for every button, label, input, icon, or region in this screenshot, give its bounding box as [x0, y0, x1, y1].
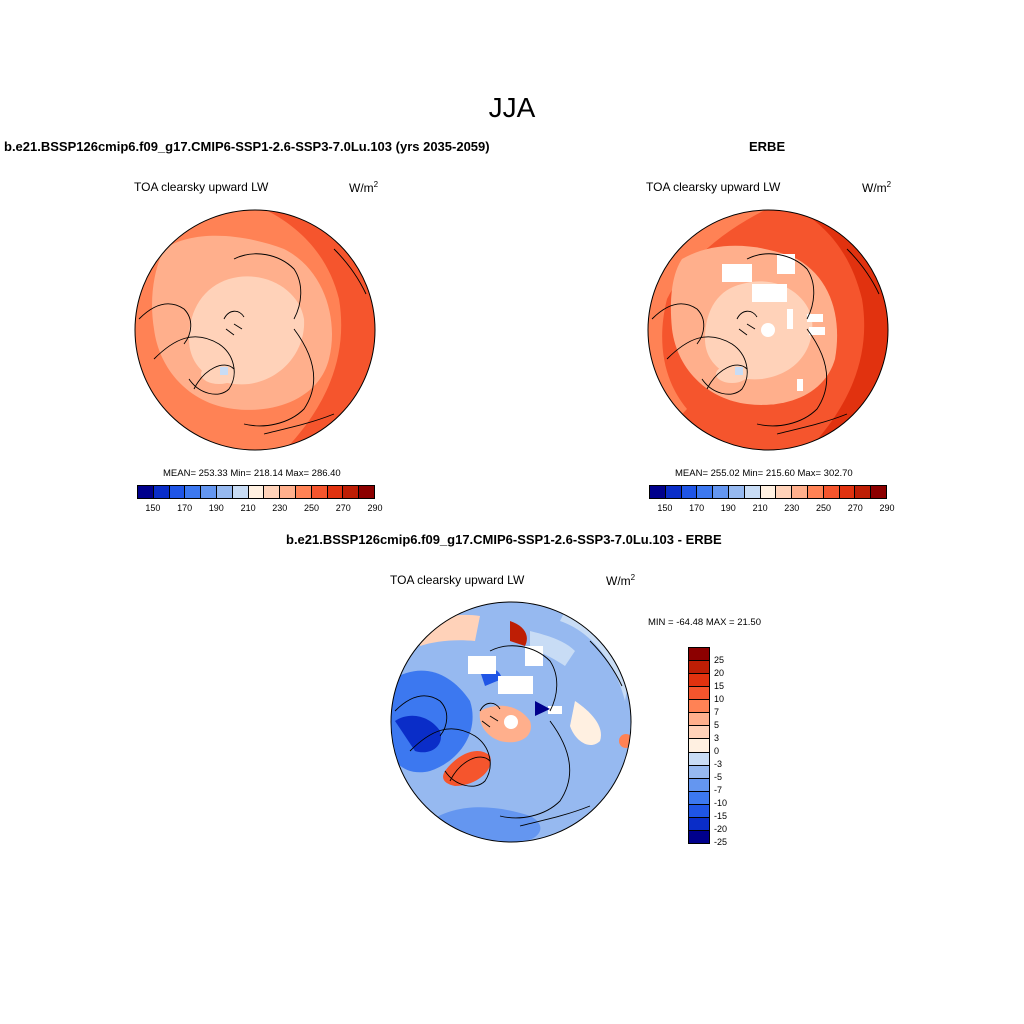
diff-variable-label: TOA clearsky upward LW — [390, 573, 525, 587]
obs-colorbar-swatch — [697, 486, 714, 498]
diff-colorbar-swatch — [689, 830, 709, 843]
obs-colorbar-swatch — [792, 486, 808, 498]
model-stats-text: MEAN= 253.33 Min= 218.14 Max= 286.40 — [163, 468, 341, 479]
obs-colorbar-swatch — [713, 486, 729, 498]
diff-colorbar-tick: 10 — [714, 694, 725, 704]
model-colorbar-swatch — [311, 486, 328, 498]
diff-colorbar-swatch — [689, 804, 709, 818]
model-colorbar — [137, 485, 375, 499]
diff-colorbar-tick: 0 — [714, 746, 720, 756]
obs-colorbar-swatch — [744, 486, 761, 498]
model-colorbar-swatch — [138, 486, 154, 498]
obs-colorbar-swatch — [807, 486, 824, 498]
model-colorbar-swatch — [153, 486, 170, 498]
model-colorbar-swatch — [232, 486, 249, 498]
diff-colorbar-swatch — [689, 739, 709, 753]
obs-colorbar-swatch — [728, 486, 745, 498]
diff-colorbar-swatch — [689, 687, 709, 701]
model-colorbar-tick: 250 — [303, 503, 320, 513]
diff-stats-text: MIN = -64.48 MAX = 21.50 — [648, 617, 762, 628]
diff-colorbar-swatch — [689, 700, 709, 714]
obs-colorbar-tick: 190 — [720, 503, 736, 513]
diff-colorbar-swatch — [689, 661, 709, 675]
obs-colorbar-swatch — [823, 486, 840, 498]
model-colorbar-tick: 190 — [208, 503, 224, 513]
obs-colorbar-swatch — [681, 486, 698, 498]
model-colorbar-swatch — [343, 486, 360, 498]
diff-colorbar-labels: 25 20 15 10 7 5 3 0 -3 -5 -7 -10 -15 -20… — [714, 647, 744, 847]
model-colorbar-swatch — [264, 486, 281, 498]
diff-colorbar-swatch — [689, 726, 709, 740]
obs-colorbar-swatch — [650, 486, 666, 498]
diff-colorbar-tick: 20 — [714, 668, 725, 678]
obs-panel-title: ERBE — [749, 139, 786, 154]
obs-colorbar-swatch — [871, 486, 886, 498]
diff-units-label: W/m2 — [606, 573, 636, 588]
season-title: JJA — [488, 92, 536, 123]
model-colorbar-swatch — [359, 486, 374, 498]
diff-colorbar-tick: 3 — [714, 733, 720, 743]
diff-colorbar-swatch — [689, 674, 709, 688]
obs-variable-label: TOA clearsky upward LW — [646, 180, 781, 194]
obs-colorbar-swatch — [855, 486, 872, 498]
diff-colorbar-tick: 15 — [714, 681, 725, 691]
diff-colorbar-swatch — [689, 765, 709, 779]
model-colorbar-swatch — [201, 486, 217, 498]
diff-colorbar-tick: 5 — [714, 720, 720, 730]
model-colorbar-tick: 270 — [335, 503, 351, 513]
diff-colorbar-swatch — [689, 752, 709, 766]
diff-colorbar-tick: -3 — [714, 759, 723, 769]
model-polar-map — [134, 209, 376, 451]
obs-colorbar-swatch — [839, 486, 856, 498]
model-units-label: W/m2 — [349, 180, 379, 195]
diff-colorbar-swatch — [689, 648, 709, 662]
model-colorbar-swatch — [169, 486, 186, 498]
model-colorbar-swatch — [185, 486, 202, 498]
model-panel-title: b.e21.BSSP126cmip6.f09_g17.CMIP6-SSP1-2.… — [4, 139, 490, 154]
model-colorbar-tick: 170 — [177, 503, 193, 513]
diff-colorbar-tick: -5 — [714, 772, 723, 782]
model-colorbar-tick: 230 — [272, 503, 288, 513]
obs-units-label: W/m2 — [862, 180, 892, 195]
model-colorbar-swatch — [216, 486, 233, 498]
obs-colorbar-swatch — [665, 486, 682, 498]
diff-colorbar — [688, 647, 710, 844]
diff-colorbar-tick: -7 — [714, 785, 723, 795]
obs-colorbar-tick: 210 — [752, 503, 768, 513]
diff-colorbar-swatch — [689, 817, 709, 831]
obs-colorbar-swatch — [776, 486, 793, 498]
model-variable-label: TOA clearsky upward LW — [134, 180, 269, 194]
diff-colorbar-tick: -25 — [714, 837, 728, 847]
obs-colorbar-tick: 250 — [815, 503, 832, 513]
obs-colorbar — [649, 485, 887, 499]
model-colorbar-swatch — [295, 486, 312, 498]
obs-colorbar-tick: 270 — [847, 503, 863, 513]
model-colorbar-tick: 210 — [240, 503, 256, 513]
obs-colorbar-swatch — [760, 486, 777, 498]
diff-colorbar-tick: -10 — [714, 798, 728, 808]
obs-colorbar-tick: 150 — [657, 503, 673, 513]
model-colorbar-tick: 150 — [145, 503, 161, 513]
diff-colorbar-tick: 7 — [714, 707, 720, 717]
model-colorbar-swatch — [327, 486, 344, 498]
obs-colorbar-tick: 290 — [879, 503, 895, 513]
diff-colorbar-tick: -15 — [714, 811, 728, 821]
diff-colorbar-tick: 25 — [714, 655, 725, 665]
model-colorbar-tick: 290 — [367, 503, 383, 513]
model-colorbar-swatch — [248, 486, 265, 498]
model-colorbar-swatch — [280, 486, 296, 498]
obs-colorbar-labels: 150 170 190 210 230 250 270 290 — [649, 503, 894, 515]
obs-colorbar-tick: 170 — [689, 503, 705, 513]
obs-stats-text: MEAN= 255.02 Min= 215.60 Max= 302.70 — [675, 468, 853, 479]
model-colorbar-labels: 150 170 190 210 230 250 270 290 — [137, 503, 382, 515]
diff-colorbar-tick: -20 — [714, 824, 728, 834]
diff-colorbar-swatch — [689, 713, 709, 727]
obs-polar-map — [647, 209, 889, 451]
obs-colorbar-tick: 230 — [784, 503, 800, 513]
diff-colorbar-swatch — [689, 778, 709, 792]
diff-panel-title: b.e21.BSSP126cmip6.f09_g17.CMIP6-SSP1-2.… — [286, 532, 722, 547]
diff-polar-map — [390, 601, 632, 843]
diff-colorbar-swatch — [689, 791, 709, 805]
